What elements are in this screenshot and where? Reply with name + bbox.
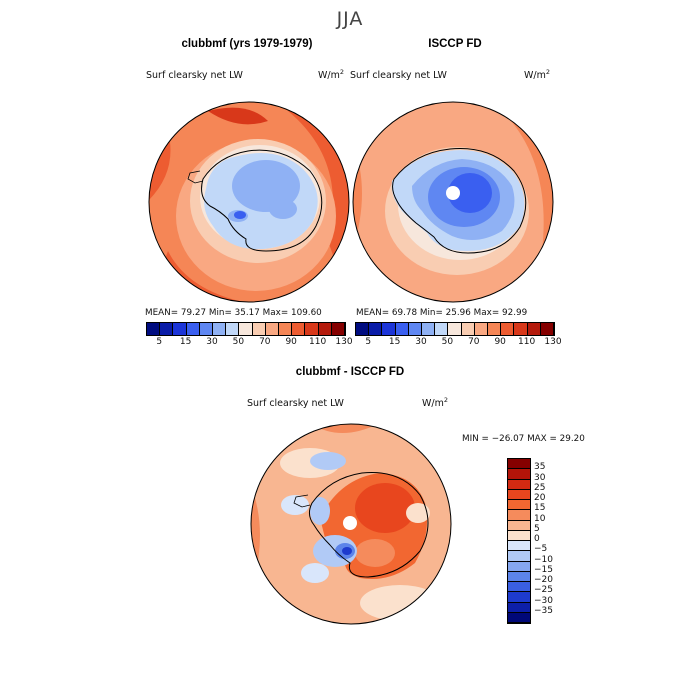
- colorbar-tick-label: −20: [534, 575, 553, 585]
- colorbar-swatch: [508, 602, 530, 613]
- colorbar-swatch: [508, 571, 530, 582]
- colorbar-swatch: [508, 500, 530, 511]
- colorbar-swatch: [186, 323, 200, 335]
- colorbar-swatch: [239, 323, 253, 335]
- colorbar-tick-label: 25: [534, 482, 546, 493]
- colorbar-swatch: [540, 323, 555, 335]
- colorbar-swatch: [356, 323, 370, 335]
- colorbar-swatch: [508, 582, 530, 593]
- colorbar-tick-label: 110: [309, 337, 327, 347]
- colorbar-swatch: [382, 323, 396, 335]
- colorbar-swatch: [527, 323, 541, 335]
- colorbar-swatch: [508, 530, 530, 541]
- map-panel1: [148, 101, 350, 303]
- panel2-unit: W/m2: [524, 68, 550, 82]
- colorbar-swatch: [435, 323, 449, 335]
- diff-unit: W/m2: [422, 396, 448, 410]
- colorbar-tick-label: 50: [232, 337, 245, 347]
- colorbar-tick-label: 70: [259, 337, 271, 347]
- colorbar-swatch: [514, 323, 528, 335]
- colorbar-swatch: [369, 323, 383, 335]
- colorbar-tick-label: 30: [534, 472, 546, 483]
- colorbar-swatch: [226, 323, 240, 335]
- colorbar-swatch: [173, 323, 187, 335]
- colorbar-swatch: [279, 323, 293, 335]
- colorbar-swatch: [408, 323, 423, 335]
- colorbar-tick-label: 110: [518, 337, 536, 347]
- colorbar-swatch: [331, 323, 346, 335]
- colorbar-tick-label: 5: [534, 523, 540, 534]
- colorbar-swatch: [265, 323, 280, 335]
- season-title: JJA: [336, 8, 364, 30]
- panel2-title: ISCCP FD: [428, 38, 482, 50]
- colorbar-swatch: [147, 323, 161, 335]
- colorbar-tick-label: 10: [534, 513, 546, 524]
- colorbar-tick-label: 130: [335, 337, 353, 347]
- colorbar-swatch: [395, 323, 409, 335]
- diff-title: clubbmf - ISCCP FD: [295, 366, 405, 378]
- colorbar-swatch: [508, 469, 530, 480]
- colorbar-swatch: [213, 323, 227, 335]
- colorbar-tick-label: 15: [388, 337, 401, 347]
- colorbar-tick-label: 70: [468, 337, 480, 347]
- diff-stats: MIN = −26.07 MAX = 29.20: [462, 434, 585, 444]
- colorbar-swatch: [508, 459, 530, 470]
- colorbar-swatch: [508, 592, 530, 603]
- colorbar-swatch: [508, 561, 530, 572]
- colorbar-swatch: [318, 323, 332, 335]
- colorbar-tick-label: −10: [534, 554, 553, 565]
- panel1-variable-label: Surf clearsky net LW: [146, 70, 243, 81]
- panel2-stats: MEAN= 69.78 Min= 25.96 Max= 92.99: [356, 308, 528, 318]
- panel1-unit: W/m2: [318, 68, 344, 82]
- colorbar-panel2: [355, 322, 555, 336]
- colorbar-swatch: [199, 323, 214, 335]
- colorbar-tick-label: 0: [534, 534, 540, 544]
- colorbar-tick-label: 30: [415, 337, 427, 347]
- colorbar-panel1-labels: 5 15 30 50 70 90 110 130: [146, 337, 352, 349]
- colorbar-diff-labels: 35 30 25 20 15 10 5 0 −5 −10 −15 −20 −25 −30 −35: [532, 458, 572, 622]
- colorbar-tick-label: 50: [441, 337, 454, 347]
- colorbar-swatch: [252, 323, 266, 335]
- diff-variable-label: Surf clearsky net LW: [247, 398, 344, 409]
- colorbar-swatch: [461, 323, 475, 335]
- colorbar-swatch: [488, 323, 502, 335]
- colorbar-diff: [507, 458, 531, 624]
- panel1-title: clubbmf (yrs 1979-1979): [181, 38, 313, 50]
- map-diff: [250, 423, 452, 625]
- colorbar-swatch: [508, 612, 530, 623]
- colorbar-tick-label: 90: [285, 337, 297, 347]
- colorbar-swatch: [508, 520, 530, 531]
- colorbar-swatch: [422, 323, 436, 335]
- colorbar-tick-label: 35: [534, 462, 546, 473]
- colorbar-swatch: [474, 323, 489, 335]
- colorbar-tick-label: 5: [156, 337, 163, 347]
- panel1-stats: MEAN= 79.27 Min= 35.17 Max= 109.60: [145, 308, 322, 318]
- colorbar-swatch: [160, 323, 174, 335]
- colorbar-panel1: [146, 322, 346, 336]
- panel2-variable-label: Surf clearsky net LW: [350, 70, 447, 81]
- colorbar-tick-label: 90: [494, 337, 506, 347]
- colorbar-swatch: [508, 489, 530, 500]
- colorbar-swatch: [508, 541, 530, 552]
- colorbar-panel2-labels: 5 15 30 50 70 90 110 130: [355, 337, 561, 349]
- colorbar-tick-label: −30: [534, 595, 553, 606]
- colorbar-tick-label: −35: [534, 605, 553, 616]
- colorbar-tick-label: −25: [534, 585, 553, 596]
- colorbar-swatch: [501, 323, 515, 335]
- colorbar-tick-label: −5: [534, 544, 548, 555]
- colorbar-tick-label: −15: [534, 564, 553, 575]
- colorbar-tick-label: 130: [544, 337, 562, 347]
- colorbar-swatch: [508, 479, 530, 490]
- colorbar-tick-label: 30: [206, 337, 218, 347]
- colorbar-swatch: [448, 323, 462, 335]
- colorbar-tick-label: 5: [365, 337, 372, 347]
- colorbar-tick-label: 15: [534, 503, 546, 514]
- colorbar-swatch: [305, 323, 319, 335]
- colorbar-swatch: [508, 510, 530, 521]
- colorbar-tick-label: 15: [179, 337, 192, 347]
- colorbar-swatch: [292, 323, 306, 335]
- colorbar-tick-label: 20: [534, 493, 546, 503]
- colorbar-swatch: [508, 551, 530, 562]
- map-panel2: [352, 101, 554, 303]
